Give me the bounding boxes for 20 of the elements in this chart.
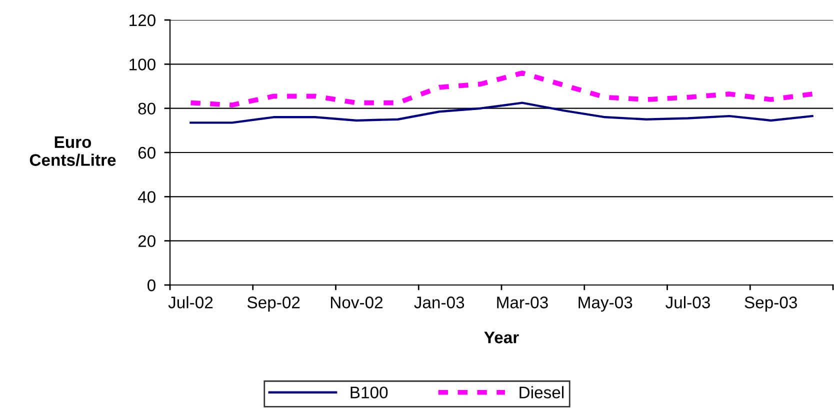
legend-label: B100 — [350, 386, 388, 398]
y-tick-label: 120 — [130, 14, 156, 26]
legend-label: Diesel — [520, 386, 564, 398]
line-series — [190, 102, 814, 124]
x-tick-label: Sep-02 — [247, 296, 300, 312]
y-tick-label: 0 — [147, 279, 156, 292]
x-tick-label: Jul-03 — [666, 296, 710, 308]
x-tick-label: Jan-03 — [414, 296, 464, 308]
x-tick-label: Mar-03 — [497, 296, 548, 308]
y-tick-label: 100 — [130, 58, 156, 70]
x-tick-label: May-03 — [578, 296, 632, 312]
x-tick-label: Jul-02 — [168, 296, 213, 308]
y-axis-title: Euro Cents/Litre — [30, 136, 116, 166]
x-tick-label: Nov-02 — [330, 296, 382, 308]
y-tick-label: 80 — [138, 102, 156, 115]
y-tick-label: 40 — [138, 191, 156, 203]
y-tick-label: 60 — [138, 146, 156, 159]
x-tick-label: Sep-03 — [744, 296, 797, 312]
x-axis-title: Year — [484, 332, 519, 344]
y-tick-label: 20 — [138, 235, 156, 248]
